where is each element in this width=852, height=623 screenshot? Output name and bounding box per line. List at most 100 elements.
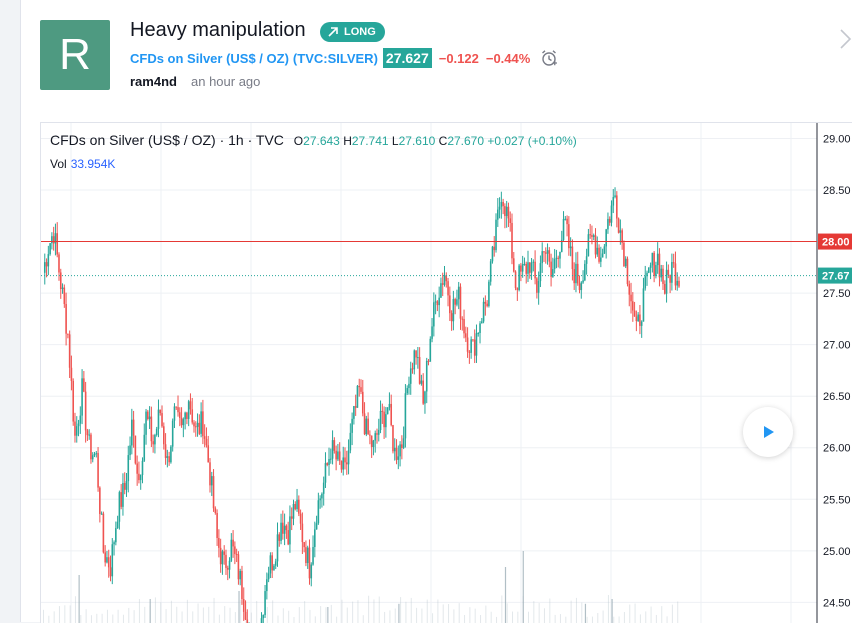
candle-body [100,513,103,515]
candle-body [260,618,263,623]
legend-close: 27.670 [447,134,485,148]
volume-bar [238,591,240,623]
volume-bar [101,613,103,623]
candle-body [660,268,663,278]
candle-body [509,218,512,223]
candle-body [150,416,153,442]
volume-bar [394,608,396,623]
ticker-link[interactable]: (TVC:SILVER) [292,50,378,66]
candle-body [463,319,465,334]
alarm-clock-icon[interactable] [539,48,559,68]
chart-legend: CFDs on Silver (US$ / OZ) · 1h · TVC O27… [50,132,577,148]
candle-body [171,420,174,447]
author-name[interactable]: ram4nd [130,74,177,89]
chevron-right-icon[interactable] [838,24,852,54]
candle-body [605,229,607,247]
volume-bar [485,605,487,623]
candle-body [223,551,226,555]
y-tick-label: 26.50 [823,391,851,403]
volume-bar [74,596,76,623]
candle-body [143,434,146,461]
candle-body [589,234,591,236]
play-button[interactable] [743,407,793,457]
candle-body [107,557,110,568]
legend-open: 27.643 [303,134,340,148]
candle-body [653,252,655,277]
volume-bar [421,608,423,623]
candle-body [242,599,245,612]
candle-body [495,219,497,251]
candle-body [587,234,590,257]
candle-body [113,542,115,545]
volume-bar [112,614,114,623]
candle-body [386,407,389,415]
chart-area[interactable]: 29.00 28.50 28.00 27.50 27.00 26.50 26.00 25.50… [40,122,852,623]
last-price-label-box [818,267,852,284]
volume-bar [645,611,647,623]
candle-body [434,301,437,303]
volume-bar [398,603,400,623]
candle-body [244,611,247,620]
candle-body [552,269,554,277]
candle-body [335,450,337,460]
candle-body [367,418,369,435]
volume-bar [554,614,556,623]
candle-body [159,409,162,414]
volume-bar [117,609,119,623]
candle-body [333,440,336,451]
candle-body [230,539,233,561]
volume-bar [581,602,583,623]
candle-body [424,391,426,404]
candle-body [596,247,599,255]
candle-body [612,196,615,206]
volume-label: Vol [50,157,67,171]
candle-body [475,333,478,356]
candle-body [637,314,639,322]
candle-body [374,433,377,441]
volume-bar [208,606,210,623]
candle-body [271,555,273,571]
candle-body [671,262,673,283]
legend-change: +0.027 (+0.10%) [487,134,577,148]
volume-bar [527,611,529,623]
candle-body [129,445,131,456]
volume-bar [298,607,300,623]
candle-body [166,456,169,458]
volume-bar [256,600,258,623]
candle-body [347,450,350,465]
volume-bar [78,575,80,623]
candle-body [388,403,391,408]
candle-body [489,261,492,282]
idea-title[interactable]: Heavy manipulation [130,19,306,41]
candle-body [663,283,666,294]
volume-bar [543,608,545,623]
candle-body [543,251,545,253]
candle-body [557,257,559,259]
candle-body [658,253,661,278]
candle-body [337,451,339,460]
candle-body [365,418,368,435]
volume-bar [474,608,476,623]
candle-body [86,430,89,436]
legend-low: 27.610 [398,134,436,148]
candle-body [573,269,575,284]
price-chart[interactable]: 29.00 28.50 28.00 27.50 27.00 26.50 26.00 25.50… [41,123,852,623]
candle-body [266,579,268,592]
candle-body [115,528,117,543]
candle-body [473,339,476,356]
candle-body [420,380,423,384]
candle-body [285,525,288,531]
volume-bar [533,601,535,623]
candle-body [198,422,201,434]
author-avatar[interactable]: R [40,20,110,90]
candle-body [548,250,551,262]
candle-body [500,201,503,207]
y-tick-label: 25.00 [823,546,851,558]
volume-bar [549,598,551,623]
candle-body [385,414,387,428]
volume-bar [611,599,613,623]
candle-body [575,263,577,284]
symbol-link[interactable]: CFDs on Silver (US$ / OZ) [130,50,289,66]
candle-body [644,276,647,289]
volume-bar [327,607,329,623]
